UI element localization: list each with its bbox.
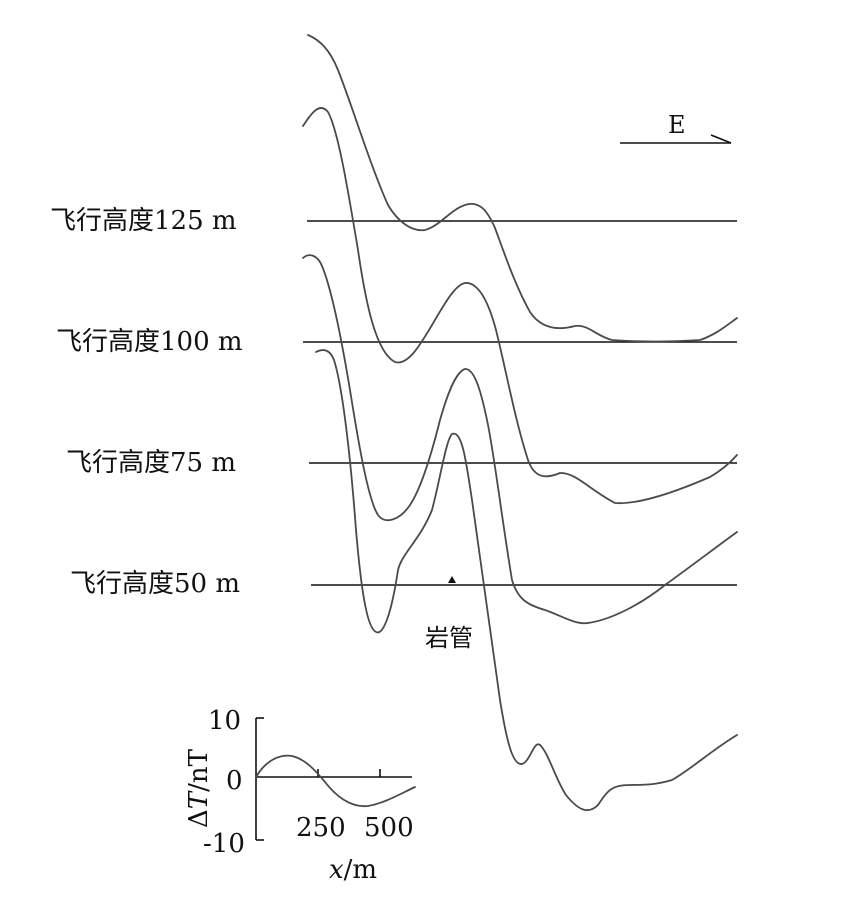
scale-y-title-var: T [184,790,214,809]
profile-curve-125m [307,34,738,343]
scale-inset: 10 0 -10 250 500 ΔT/nT x/m [184,706,416,885]
pipe-label: 岩管 [425,624,473,652]
scale-x-label-500: 500 [364,813,414,843]
scale-x-title-suffix: /m [344,855,377,885]
east-direction-label: E [668,111,686,139]
scale-y-label-10: 10 [208,706,241,736]
scale-y-label-0: 0 [226,766,243,796]
east-arrow-icon [620,134,732,144]
scale-y-axis-title: ΔT/nT [184,748,214,828]
pipe-marker-icon [448,576,456,583]
scale-y-title-suffix: /nT [184,748,214,792]
scale-x-label-250: 250 [296,813,346,843]
profile-curve-50m [315,349,738,812]
scale-y-title-prefix: Δ [184,809,214,828]
scale-y-label-neg10: -10 [203,829,245,859]
profile-curve-100m [302,107,738,505]
scale-x-axis-title: x/m [329,855,377,885]
scale-x-title-var: x [329,855,344,885]
profile-label-75m: 飞行高度75 m [66,448,236,478]
profile-label-125m: 飞行高度125 m [50,206,237,236]
profile-label-50m: 飞行高度50 m [70,569,240,599]
profile-curve-75m [302,254,738,625]
profile-label-100m: 飞行高度100 m [56,327,243,357]
scale-curve [255,754,416,807]
